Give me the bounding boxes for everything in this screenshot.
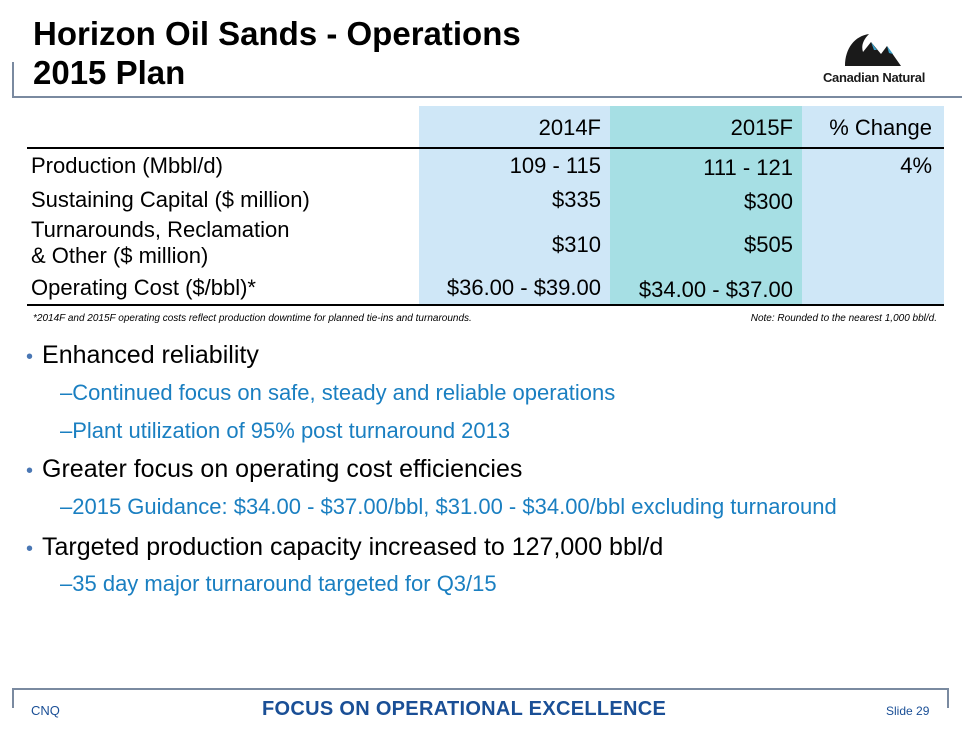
row-label-turnarounds-line1: Turnarounds, Reclamation: [31, 217, 290, 242]
header-2014f: 2014F: [538, 115, 601, 140]
footer-tagline: FOCUS ON OPERATIONAL EXCELLENCE: [262, 698, 667, 720]
bullet-text: Enhanced reliability: [42, 341, 259, 369]
row-label-production: Production (Mbbl/d): [31, 153, 223, 178]
bullet-item: • Greater focus on operating cost efficie…: [26, 454, 522, 486]
title-frame-rule: [12, 96, 962, 98]
table-header-rule: [27, 147, 944, 149]
logo-text: Canadian Natural: [822, 70, 926, 85]
sustaining-capital-2014f: $335: [552, 187, 601, 212]
sub-bullet-text: Plant utilization of 95% post turnaround…: [72, 418, 511, 443]
sub-bullet-item: –Plant utilization of 95% post turnaroun…: [60, 418, 511, 443]
column-2014-background: [419, 106, 610, 306]
turnarounds-2015f: $505: [744, 232, 793, 257]
slide-title-line2: 2015 Plan: [33, 54, 186, 91]
sub-bullet-text: 2015 Guidance: $34.00 - $37.00/bbl, $31.…: [72, 494, 837, 519]
slide-number: Slide 29: [886, 704, 930, 718]
operating-cost-2014f: $36.00 - $39.00: [446, 275, 601, 300]
bullet-item: • Enhanced reliability: [26, 340, 259, 372]
slide-title: Horizon Oil Sands - Operations 2015 Plan: [33, 14, 521, 92]
column-change-background: [802, 106, 944, 306]
title-frame-left: [12, 62, 14, 98]
operating-cost-2015f: $34.00 - $37.00: [638, 277, 793, 302]
sub-bullet-item: –Continued focus on safe, steady and rel…: [60, 380, 616, 405]
canadian-natural-logo-icon: [845, 34, 901, 66]
footnote-rounding: Note: Rounded to the nearest 1,000 bbl/d…: [750, 313, 937, 324]
footer-ticker: CNQ: [31, 703, 60, 718]
sub-bullet-item: –35 day major turnaround targeted for Q3…: [60, 571, 497, 596]
footer-frame-right: [947, 690, 949, 708]
bullet-dot-icon: •: [26, 538, 34, 560]
header-pct-change: % Change: [829, 115, 932, 140]
footnote-operating-costs: *2014F and 2015F operating costs reflect…: [33, 313, 472, 324]
row-label-sustaining-capital: Sustaining Capital ($ million): [31, 187, 310, 212]
column-2015-background: [610, 106, 802, 306]
company-logo: Canadian Natural: [812, 32, 936, 88]
production-2014f: 109 - 115: [509, 153, 601, 178]
row-label-operating-cost: Operating Cost ($/bbl)*: [31, 275, 256, 300]
header-2015f: 2015F: [730, 115, 793, 140]
sub-bullet-text: 35 day major turnaround targeted for Q3/…: [72, 571, 497, 596]
bullet-text: Targeted production capacity increased t…: [42, 533, 664, 561]
bullet-dot-icon: •: [26, 460, 34, 482]
bullet-text: Greater focus on operating cost efficien…: [42, 455, 523, 483]
footer-frame-left: [12, 690, 14, 708]
production-2015f: 111 - 121: [703, 155, 793, 180]
bullet-item: • Targeted production capacity increased …: [26, 532, 663, 564]
sub-bullet-item: –2015 Guidance: $34.00 - $37.00/bbl, $31…: [60, 494, 837, 519]
table-bottom-rule: [27, 304, 944, 306]
turnarounds-2014f: $310: [552, 232, 601, 257]
footer-rule: [12, 688, 949, 690]
sustaining-capital-2015f: $300: [744, 189, 793, 214]
production-pct-change: 4%: [900, 153, 932, 178]
slide-title-line1: Horizon Oil Sands - Operations: [33, 15, 521, 52]
bullet-dot-icon: •: [26, 346, 34, 368]
sub-bullet-text: Continued focus on safe, steady and reli…: [72, 380, 616, 405]
row-label-turnarounds-line2: & Other ($ million): [31, 243, 209, 268]
